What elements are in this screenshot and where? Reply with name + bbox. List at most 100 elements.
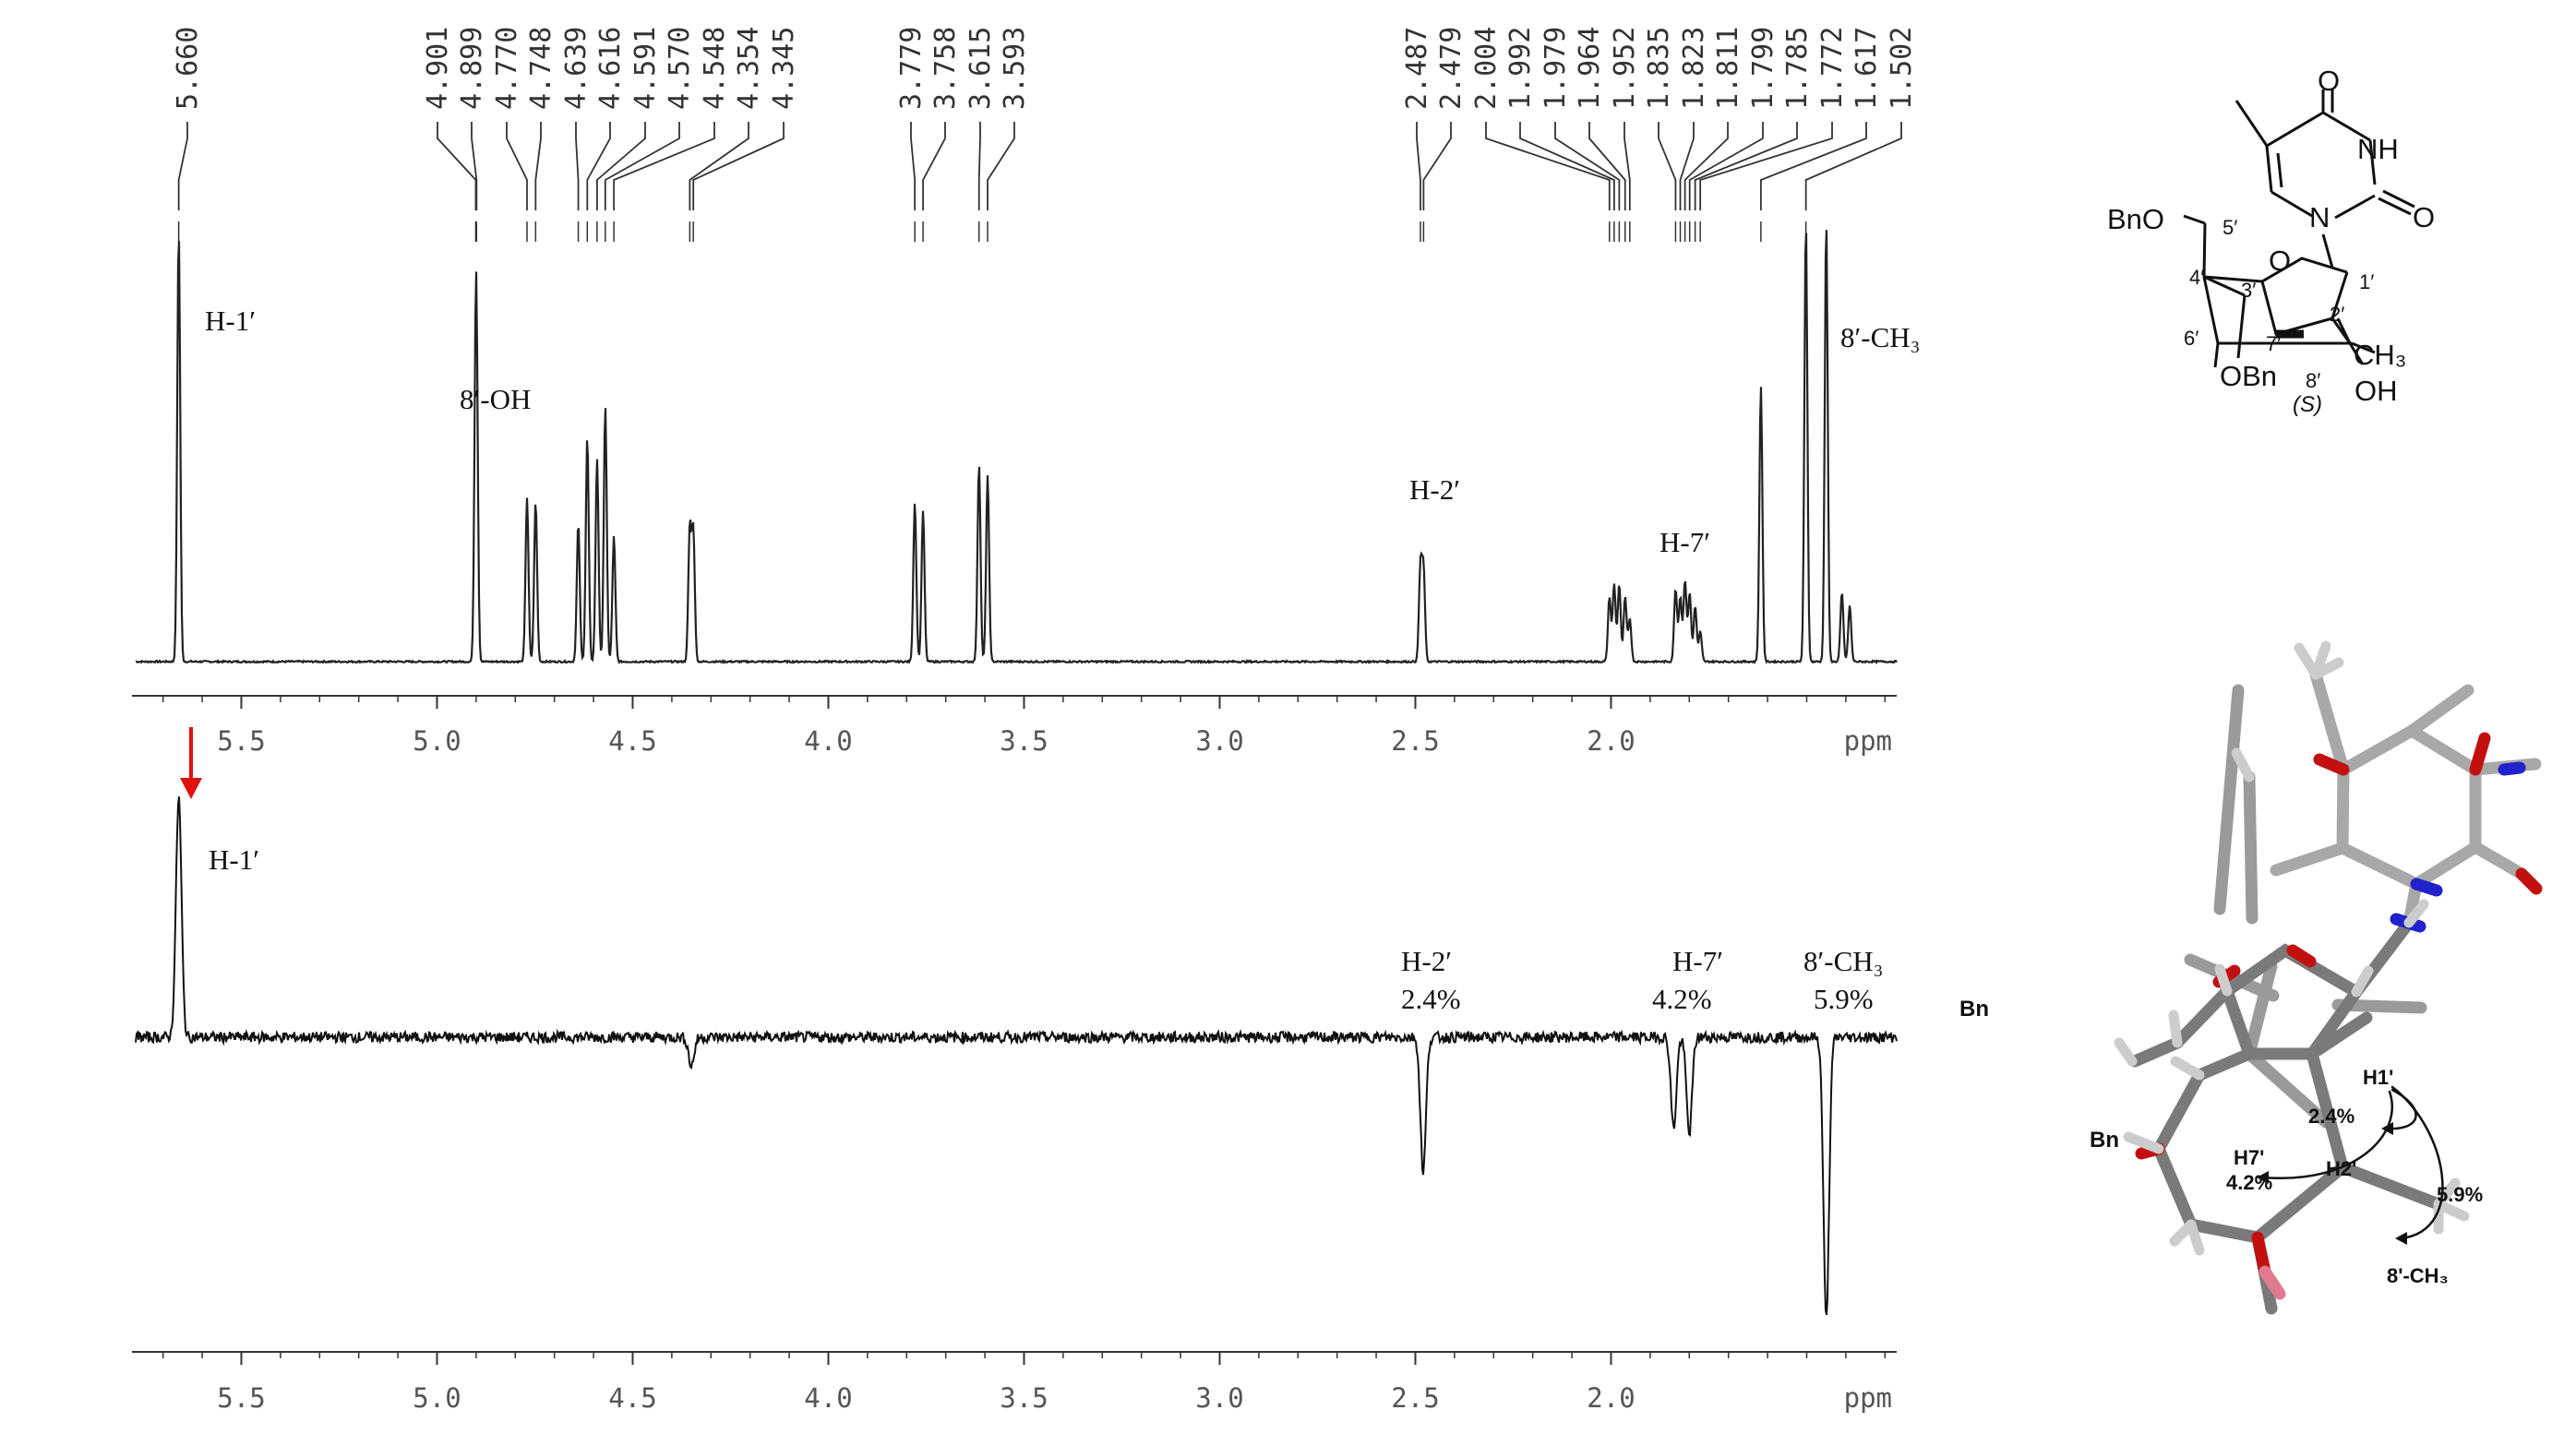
peak-leader	[922, 122, 946, 210]
x-tick-label: 3.5	[1000, 1382, 1048, 1414]
label-h2: H-2′	[1409, 473, 1460, 506]
peak-shift-label: 3.593	[999, 27, 1031, 110]
model-label-bn-1: Bn	[1959, 997, 1989, 1022]
peak-shift-label: 1.811	[1712, 27, 1744, 110]
model-label-8-ch3: 8'-CH₃	[2387, 1264, 2449, 1287]
atom-n1: N	[2309, 201, 2330, 233]
peak-leader	[604, 122, 680, 210]
model-label-noe-59: 5.9%	[2437, 1183, 2483, 1206]
molecular-model-3d: Bn Bn H1' 2.4% H7' 4.2% H2' 5.9% 8'-CH₃	[1959, 640, 2543, 1315]
peak-leader	[613, 122, 715, 210]
x-tick-label: 4.5	[608, 1382, 656, 1414]
peak-leader	[586, 122, 611, 210]
peak-shift-label: 5.660	[172, 27, 204, 110]
model-label-h2: H2'	[2326, 1157, 2356, 1180]
x-tick-label: 4.5	[608, 725, 656, 757]
peak-shift-label: 1.502	[1886, 27, 1918, 110]
peak-shift-label: 1.823	[1678, 27, 1710, 110]
peak-leader	[1485, 122, 1611, 210]
peak-shift-label: 3.615	[965, 27, 997, 110]
peak-shift-label: 1.772	[1816, 27, 1849, 110]
x-tick-label: 5.0	[413, 1382, 461, 1414]
peak-leader	[1694, 122, 1798, 210]
x-tick-label: 2.5	[1391, 725, 1439, 757]
peak-shift-label: 4.901	[422, 27, 454, 110]
peak-leader	[595, 122, 646, 210]
x-tick-label: 5.5	[217, 1382, 265, 1414]
stereo-descriptor: (S)	[2293, 392, 2322, 417]
atom-n3-h: NH	[2357, 133, 2399, 165]
peak-leader	[689, 122, 749, 210]
peak-assignment-labels: H-1′ 8′-OH H-2′ H-7′ 8′-CH₃	[205, 305, 1920, 558]
peak-shift-label: 4.548	[699, 27, 731, 110]
peak-leader	[1588, 122, 1626, 210]
peak-shift-label: 1.992	[1504, 27, 1537, 110]
x-tick-label: 4.0	[804, 725, 852, 757]
atom-o2: O	[2413, 201, 2435, 233]
peak-leader	[1759, 122, 1867, 210]
x-tick-label: 5.5	[217, 725, 265, 757]
peak-shift-label: 3.758	[929, 27, 962, 110]
peak-shift-label: 4.591	[629, 27, 662, 110]
peak-leader	[534, 122, 542, 210]
x-tick-label: 4.0	[804, 1382, 852, 1414]
model-label-h7: H7'	[2234, 1146, 2264, 1169]
noe-label-8-ch3: 8′-CH₃	[1803, 945, 1883, 977]
top-x-axis-unit: ppm	[1844, 725, 1892, 757]
locant-8: 8′	[2306, 369, 2320, 392]
peak-shift-label: 4.770	[491, 27, 523, 110]
atom-ring-o: O	[2269, 245, 2291, 277]
peak-leader	[1416, 122, 1421, 210]
label-8-oh: 8′-OH	[460, 383, 531, 415]
atom-ch3: CH₃	[2354, 339, 2406, 371]
peak-shift-label: 4.748	[525, 27, 557, 110]
peak-leader-lines	[177, 122, 1902, 242]
peak-shift-label: 4.354	[733, 27, 765, 110]
peak-shift-label: 4.616	[594, 27, 627, 110]
peak-leader	[987, 122, 1015, 210]
peak-leader	[1658, 122, 1677, 210]
peak-shift-label: 1.785	[1781, 27, 1814, 110]
peak-shift-label: 1.952	[1609, 27, 1641, 110]
peak-shift-label: 1.617	[1851, 27, 1883, 110]
model-label-noe-42: 4.2%	[2226, 1171, 2272, 1194]
peak-leader	[1554, 122, 1621, 210]
atom-oh: OH	[2354, 375, 2398, 407]
peak-shift-labels: 5.660 4.901 4.899 4.770 4.748 4.639 4.616 4.591…	[172, 27, 1918, 110]
proton-nmr-spectrum: 5.660 4.901 4.899 4.770 4.748 4.639 4.616 4.591…	[132, 27, 1920, 757]
peak-leader	[1422, 122, 1452, 210]
x-tick-label: 3.0	[1195, 1382, 1243, 1414]
x-tick-label: 2.0	[1587, 725, 1635, 757]
top-x-tick-labels: 5.5 5.0 4.5 4.0 3.5 3.0 2.5 2.0	[217, 725, 1635, 757]
bottom-x-tick-labels: 5.5 5.0 4.5 4.0 3.5 3.0 2.5 2.0	[217, 1382, 1635, 1414]
noe-value-h2: 2.4%	[1401, 983, 1461, 1015]
label-h7: H-7′	[1659, 526, 1710, 558]
peak-leader	[910, 122, 917, 210]
peak-leader	[1519, 122, 1615, 210]
noe-value-h7: 4.2%	[1652, 983, 1712, 1015]
locant-3: 3′	[2241, 279, 2256, 302]
locant-4: 4′	[2189, 266, 2204, 289]
peak-shift-label: 4.345	[768, 27, 800, 110]
label-8-ch3: 8′-CH₃	[1840, 321, 1920, 353]
structure-atom-labels: BnO 5′ 4′ 3′ 2′ 1′ 6′ 7′ 8′ O N NH O O C…	[2107, 65, 2435, 417]
peak-leader	[1683, 122, 1729, 210]
noe-label-h1: H-1′	[209, 843, 259, 876]
locant-5: 5′	[2223, 216, 2237, 239]
peak-leader	[437, 122, 477, 210]
noe-value-8-ch3: 5.9%	[1814, 983, 1874, 1015]
atom-obn: OBn	[2220, 360, 2277, 392]
peak-shift-label: 1.835	[1643, 27, 1675, 110]
x-tick-label: 3.0	[1195, 725, 1243, 757]
peak-leader	[506, 122, 528, 210]
bottom-x-ticks	[162, 1352, 1887, 1365]
irradiation-arrow	[180, 727, 202, 799]
peak-leader	[1699, 122, 1833, 210]
peak-leader	[471, 122, 478, 210]
x-tick-label: 2.5	[1391, 1382, 1439, 1414]
locant-7: 7′	[2266, 332, 2281, 355]
top-x-ticks	[162, 696, 1887, 709]
x-tick-label: 5.0	[413, 725, 461, 757]
x-tick-label: 2.0	[1587, 1382, 1635, 1414]
peak-leader	[977, 122, 981, 210]
